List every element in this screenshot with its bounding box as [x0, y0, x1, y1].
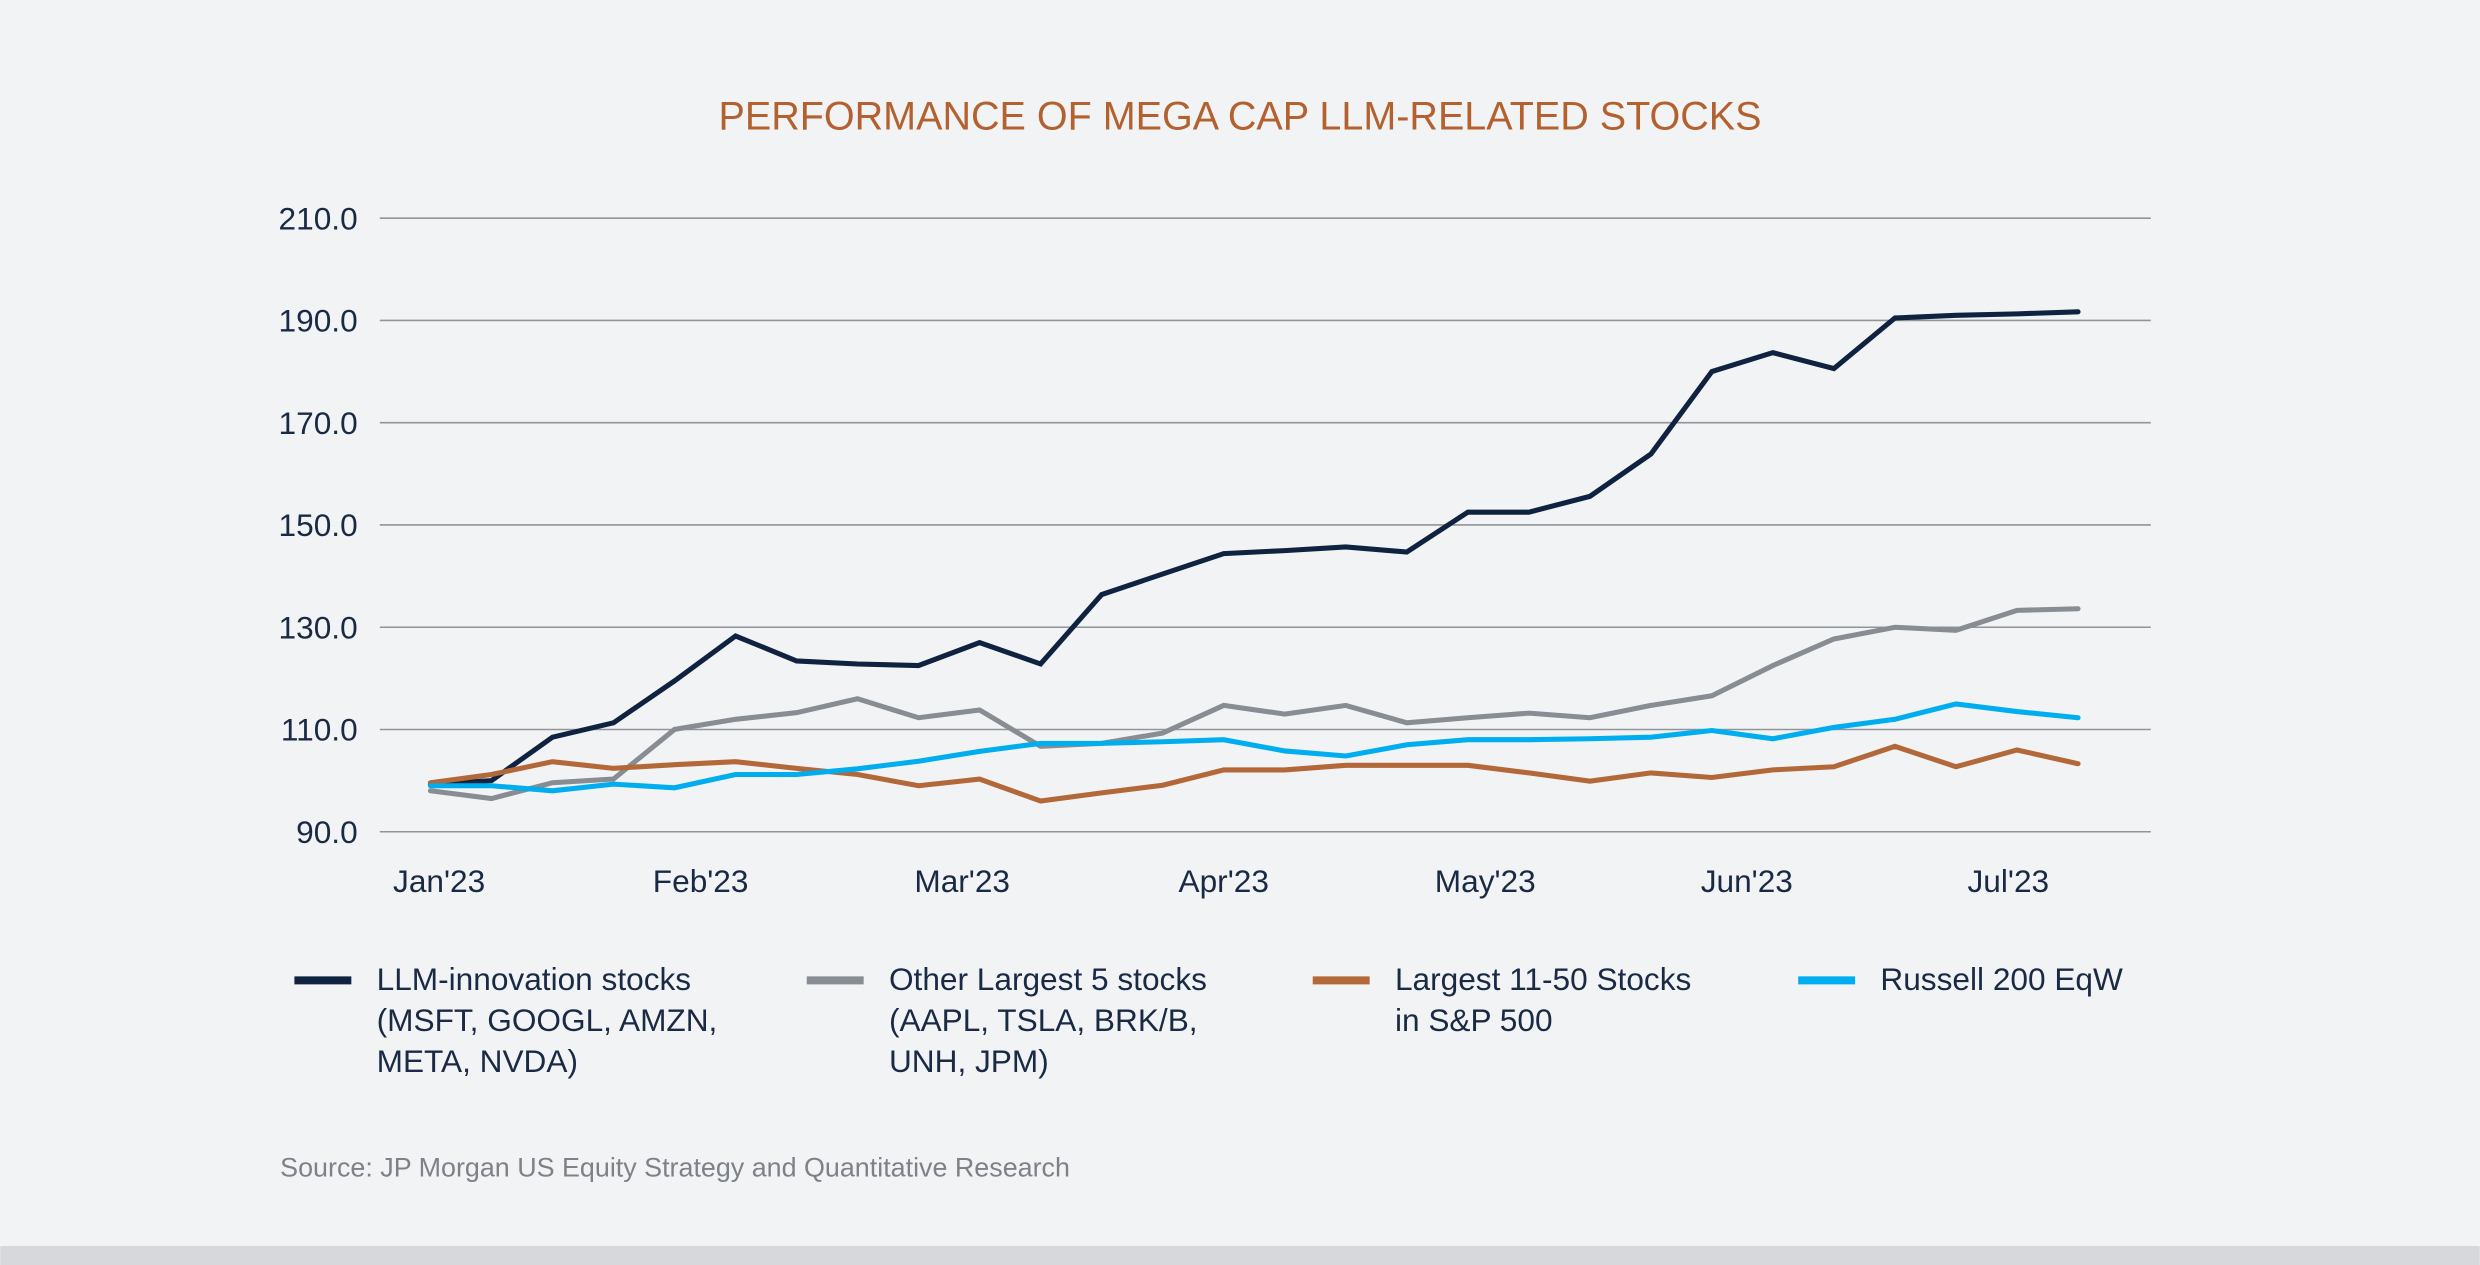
x-tick-label: Apr'23	[1179, 863, 1269, 899]
series-line-0	[427, 309, 2081, 787]
series-line-2	[427, 743, 2081, 804]
y-tick-label: 190.0	[279, 303, 358, 339]
y-tick-label: 150.0	[279, 507, 358, 543]
y-tick-label: 170.0	[279, 405, 358, 441]
y-tick-label: 90.0	[296, 814, 358, 850]
source-note: Source: JP Morgan US Equity Strategy and…	[280, 1152, 1070, 1182]
series-line-3	[427, 701, 2081, 794]
legend-label: Largest 11-50 Stocks	[1395, 961, 1691, 997]
legend-label: UNH, JPM)	[889, 1043, 1049, 1079]
series-line-1	[427, 606, 2081, 802]
y-tick-label: 210.0	[279, 200, 358, 236]
bottom-image-strip	[0, 1246, 2480, 1265]
y-tick-label: 130.0	[279, 609, 358, 645]
x-tick-label: Feb'23	[653, 863, 749, 899]
legend-label: Other Largest 5 stocks	[889, 961, 1207, 997]
x-tick-label: Jun'23	[1701, 863, 1793, 899]
y-tick-label: 110.0	[281, 712, 358, 748]
legend-label: (AAPL, TSLA, BRK/B,	[889, 1002, 1198, 1038]
x-tick-label: Jul'23	[1968, 863, 2050, 899]
legend-label: LLM-innovation stocks	[377, 961, 692, 997]
legend-label: in S&P 500	[1395, 1002, 1553, 1038]
x-tick-label: Jan'23	[393, 863, 485, 899]
legend-label: META, NVDA)	[377, 1043, 578, 1079]
legend-label: Russell 200 EqW	[1880, 961, 2123, 997]
x-tick-label: May'23	[1435, 863, 1536, 899]
x-tick-label: Mar'23	[914, 863, 1010, 899]
legend-label: (MSFT, GOOGL, AMZN,	[377, 1002, 718, 1038]
chart-title: PERFORMANCE OF MEGA CAP LLM-RELATED STOC…	[719, 95, 1762, 139]
